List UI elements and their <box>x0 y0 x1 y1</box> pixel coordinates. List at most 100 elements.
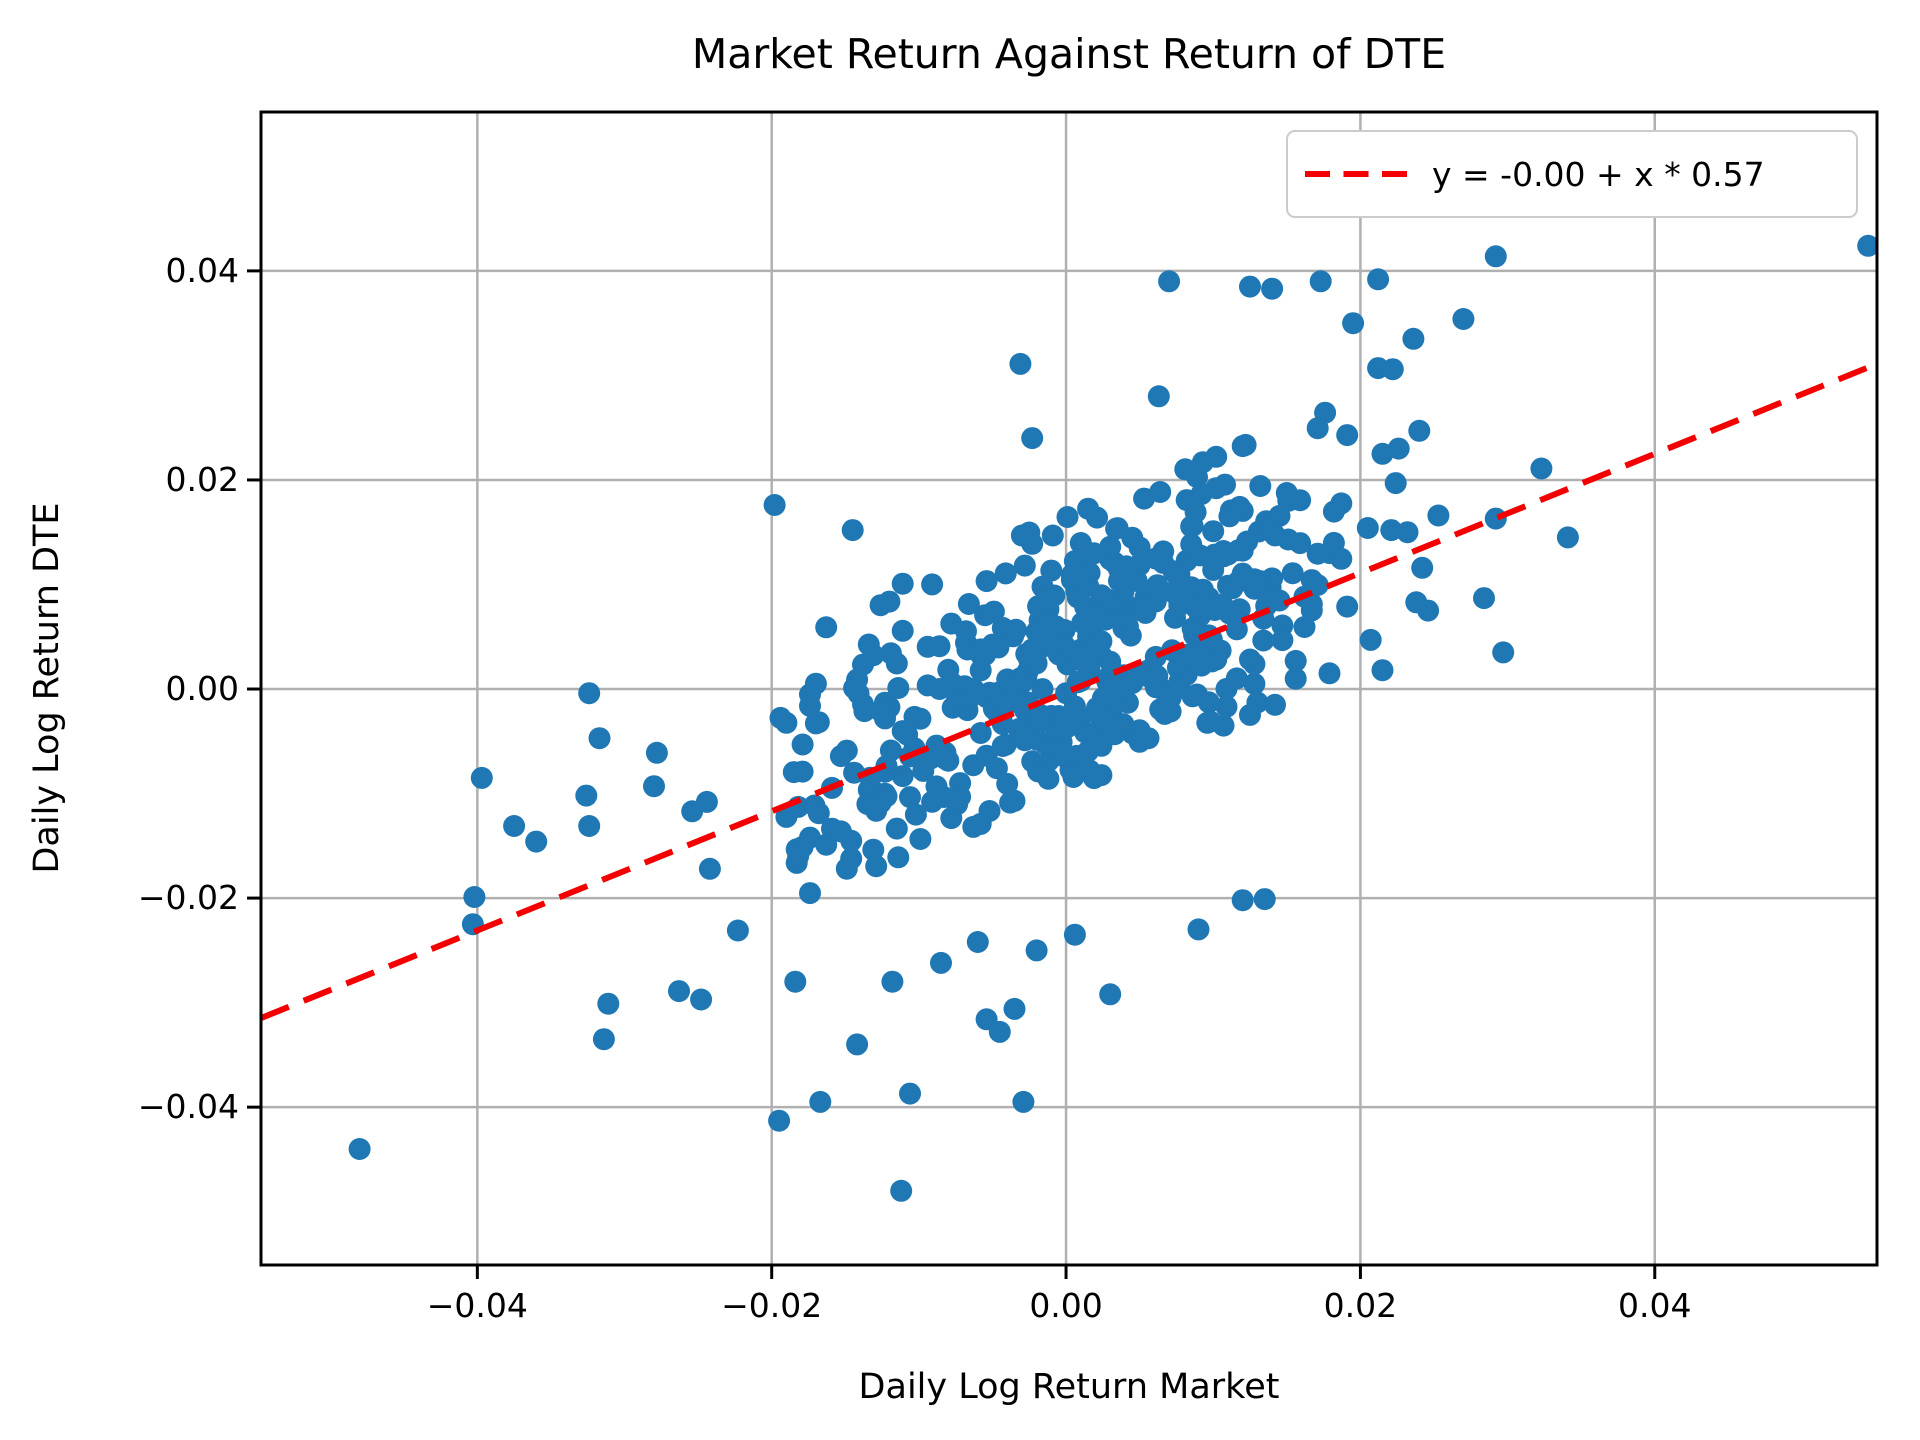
data-point <box>885 817 908 840</box>
data-point <box>969 812 992 835</box>
y-tick-label: 0.00 <box>166 669 239 708</box>
data-point <box>1180 515 1203 538</box>
data-point <box>1056 506 1079 528</box>
y-tick-label: 0.02 <box>166 460 239 499</box>
data-point <box>1003 997 1026 1020</box>
data-point <box>1071 611 1094 634</box>
data-point <box>949 785 972 808</box>
data-point <box>829 820 852 843</box>
data-point <box>988 1020 1011 1043</box>
data-point <box>1225 667 1248 690</box>
data-point <box>815 616 838 639</box>
data-point <box>1147 385 1170 408</box>
data-point <box>578 815 601 837</box>
data-point <box>1025 939 1048 962</box>
data-point <box>978 681 1001 704</box>
data-point <box>985 757 1008 780</box>
data-point <box>1187 918 1210 941</box>
data-point <box>1077 497 1100 520</box>
gridlines <box>261 112 1877 1265</box>
data-point <box>809 1090 832 1113</box>
data-point <box>1473 587 1495 610</box>
data-point <box>1191 451 1214 474</box>
data-point <box>966 931 989 953</box>
data-point <box>932 786 955 808</box>
data-point <box>909 828 932 850</box>
x-axis-label: Daily Log Return Market <box>859 1367 1280 1407</box>
data-point <box>1857 234 1877 257</box>
data-point <box>1218 505 1241 528</box>
data-point <box>1322 500 1345 523</box>
data-point <box>643 775 665 798</box>
data-point <box>1284 649 1307 672</box>
data-point <box>996 772 1019 795</box>
data-point <box>1202 558 1225 581</box>
data-point <box>852 693 874 716</box>
data-point <box>994 733 1017 756</box>
data-point <box>1063 550 1086 573</box>
regression-line <box>261 361 1877 1021</box>
data-point <box>1158 270 1181 293</box>
data-point <box>1306 542 1329 565</box>
data-point <box>799 683 821 706</box>
data-point <box>1021 638 1044 661</box>
data-point <box>1427 504 1450 527</box>
data-point <box>1005 618 1027 641</box>
data-point <box>969 722 992 744</box>
data-point <box>937 749 960 772</box>
data-point <box>1318 662 1341 685</box>
data-point <box>1402 327 1425 350</box>
data-point <box>690 988 713 1011</box>
data-point <box>1336 424 1359 447</box>
y-tick-label: −0.02 <box>138 878 239 917</box>
data-point <box>1164 582 1186 605</box>
data-point <box>769 706 792 729</box>
axis-ticks <box>247 269 1657 1279</box>
data-point <box>1078 561 1101 584</box>
data-point <box>1037 586 1060 609</box>
data-point <box>930 951 952 974</box>
data-point <box>1181 685 1204 708</box>
data-point <box>1121 526 1144 549</box>
data-point <box>1231 889 1254 912</box>
data-point <box>1037 767 1060 790</box>
data-point <box>592 1028 615 1051</box>
data-point <box>1253 888 1276 911</box>
data-point <box>1062 766 1085 788</box>
data-point <box>879 739 902 762</box>
data-point <box>1181 617 1204 640</box>
data-point <box>1077 740 1100 763</box>
data-point <box>791 733 814 756</box>
data-point <box>1356 517 1379 539</box>
data-point <box>1112 580 1135 603</box>
data-point <box>782 761 805 784</box>
data-point <box>1556 526 1579 549</box>
data-point <box>899 1082 921 1105</box>
data-point <box>1012 1090 1035 1113</box>
data-point <box>1190 654 1213 677</box>
x-tick-label: −0.02 <box>721 1286 822 1325</box>
data-point <box>1492 641 1515 664</box>
data-point <box>1056 639 1079 662</box>
data-point <box>1293 616 1316 638</box>
legend-label: y = -0.00 + x * 0.57 <box>1432 155 1765 194</box>
data-point <box>1069 532 1092 554</box>
data-point <box>982 600 1005 623</box>
data-point <box>1108 558 1130 581</box>
data-point <box>1090 630 1113 653</box>
data-point <box>1219 601 1242 624</box>
data-point <box>1013 554 1036 577</box>
data-point <box>1090 708 1113 731</box>
data-point <box>1159 700 1182 723</box>
data-point <box>1025 620 1048 643</box>
data-point <box>726 919 749 942</box>
data-point <box>799 882 821 905</box>
data-point <box>1199 710 1222 733</box>
data-point <box>1074 721 1097 744</box>
data-point <box>807 802 830 825</box>
data-point <box>1306 574 1329 596</box>
data-point <box>1202 520 1225 543</box>
data-point <box>1371 659 1394 682</box>
data-point <box>1261 277 1284 300</box>
